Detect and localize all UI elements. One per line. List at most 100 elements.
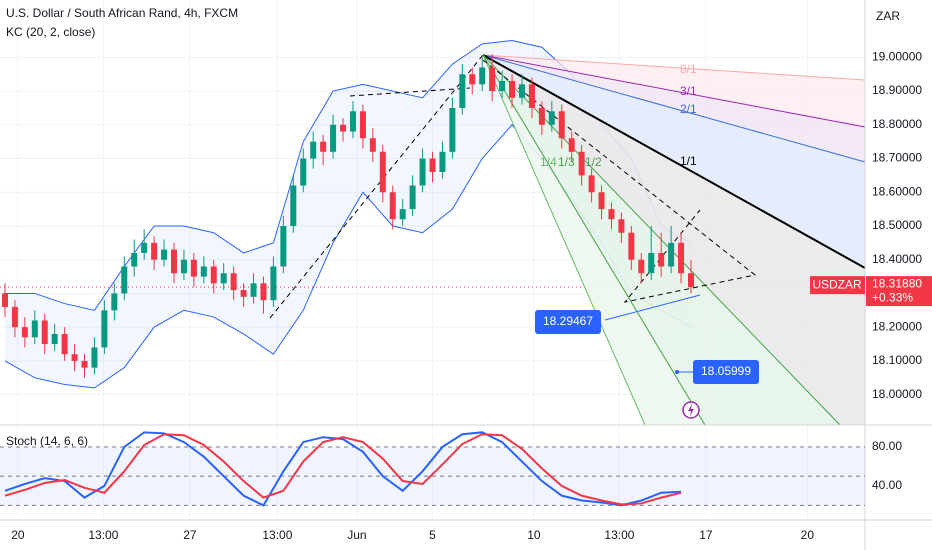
currency: ZAR	[876, 9, 900, 23]
candle-body	[618, 219, 625, 233]
candle-body	[340, 124, 347, 132]
stoch-line	[4, 431, 682, 507]
measure-label: 18.05999	[701, 364, 751, 378]
candle-body	[290, 185, 297, 226]
candle-body	[608, 209, 615, 220]
candle-body	[369, 138, 376, 152]
candle-body	[141, 242, 148, 253]
x-tick-label: 13:00	[88, 528, 118, 542]
candle-body	[91, 347, 98, 368]
fan-label: 1/2	[585, 155, 602, 169]
candle-body	[688, 273, 695, 288]
x-tick-label: 20	[11, 528, 25, 542]
price-tag	[866, 276, 932, 307]
candle-body	[190, 259, 197, 277]
candle-body	[300, 158, 307, 186]
candle-body	[518, 84, 525, 98]
candle-body	[280, 225, 287, 267]
candle-body	[648, 252, 655, 274]
candle-body	[528, 84, 535, 108]
chart-title: U.S. Dollar / South African Rand, 4h, FX…	[6, 6, 238, 20]
candle-body	[379, 151, 386, 193]
candle-body	[638, 259, 645, 274]
candle-body	[270, 266, 277, 301]
candle-body	[71, 354, 78, 361]
candle-body	[389, 192, 396, 220]
indicator-label: KC (20, 2, close)	[6, 25, 95, 39]
candle-body	[230, 273, 237, 291]
candle-body	[81, 360, 88, 368]
candle-body	[489, 67, 496, 92]
symbol-label: USDZAR	[812, 277, 862, 291]
candle-body	[1, 293, 8, 307]
candle-body	[51, 333, 58, 345]
candle-body	[439, 151, 446, 173]
candle-body	[588, 175, 595, 193]
candle-body	[668, 242, 675, 267]
candle-body	[170, 249, 177, 274]
measure-box	[535, 310, 601, 334]
x-tick-label: 13:00	[262, 528, 292, 542]
x-tick-label: Jun	[347, 528, 366, 542]
candle-body	[260, 283, 267, 301]
candle-body	[548, 111, 555, 125]
candle-body	[628, 232, 635, 260]
candle-body	[240, 290, 247, 297]
candle-body	[310, 141, 317, 159]
y-tick-label: 18.90000	[872, 83, 922, 97]
y-tick-label: 18.60000	[872, 184, 922, 198]
fan-label: 2/1	[680, 102, 697, 116]
measure-box	[693, 360, 759, 384]
candle-body	[250, 283, 257, 297]
y-tick-label: 18.00000	[872, 387, 922, 401]
candle-body	[558, 111, 565, 139]
candle-body	[161, 249, 168, 260]
candle-body	[568, 138, 575, 152]
stoch-title: Stoch (14, 6, 6)	[6, 434, 88, 448]
y-tick-label: 19.00000	[872, 50, 922, 64]
candle-body	[399, 209, 406, 220]
candle-body	[509, 80, 516, 98]
candle-body	[469, 74, 476, 85]
candle-body	[409, 185, 416, 210]
candle-body	[658, 252, 665, 267]
y-tick-label: 18.70000	[872, 151, 922, 165]
fan-label: 1/1	[680, 154, 697, 168]
candle-body	[21, 327, 28, 338]
x-tick-label: 13:00	[604, 528, 634, 542]
candle-body	[538, 107, 545, 125]
candle-body	[131, 252, 138, 267]
fan-label: 1/3	[558, 155, 575, 169]
y-tick-label: 80.00	[872, 439, 902, 453]
fan-label: 1/4	[540, 155, 557, 169]
candle-body	[121, 266, 128, 294]
symbol-tag	[810, 276, 865, 295]
x-tick-label: 27	[183, 528, 197, 542]
candle-body	[31, 320, 38, 338]
y-tick-label: 18.80000	[872, 117, 922, 131]
stoch-line	[4, 433, 682, 506]
fan-label: 8/1	[680, 62, 697, 76]
candle-body	[101, 310, 108, 348]
candle-body	[499, 80, 506, 92]
x-tick-label: 5	[429, 528, 436, 542]
y-tick-label: 18.20000	[872, 319, 922, 333]
candle-body	[320, 141, 327, 152]
candle-body	[41, 320, 48, 345]
candle-body	[200, 266, 207, 277]
fan-label: 3/1	[680, 84, 697, 98]
candle-body	[359, 111, 366, 139]
candle-body	[578, 151, 585, 176]
candle-body	[349, 111, 356, 132]
candle-body	[419, 158, 426, 186]
candle-body	[11, 306, 18, 328]
x-tick-label: 10	[527, 528, 541, 542]
last-price-label: 18.31880	[872, 276, 922, 290]
measure-label: 18.29467	[543, 314, 593, 328]
candle-body	[210, 266, 217, 284]
y-tick-label: 40.00	[872, 478, 902, 492]
candle-body	[449, 107, 456, 152]
candle-body	[429, 158, 436, 173]
candle-body	[330, 124, 337, 152]
